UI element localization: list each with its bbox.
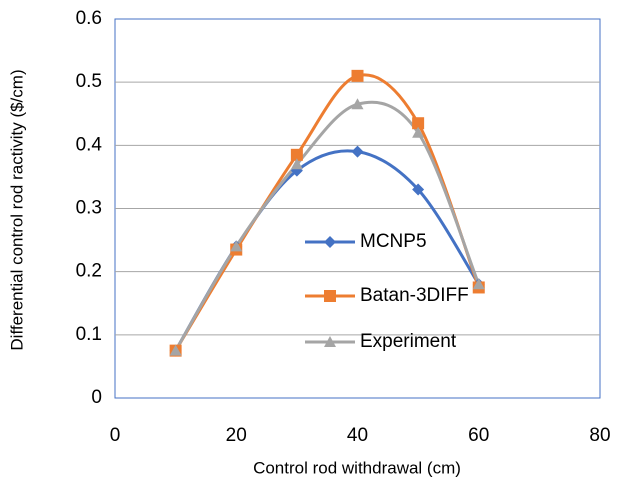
- legend-marker: [324, 336, 336, 347]
- marker: [290, 148, 303, 161]
- marker: [230, 240, 243, 252]
- marker: [169, 344, 182, 356]
- marker: [290, 158, 303, 170]
- y-tick-label: 0: [91, 387, 102, 408]
- y-tick-label: 0.3: [76, 198, 102, 219]
- x-tick-label: 20: [226, 425, 247, 446]
- x-tick-label: 0: [110, 425, 121, 446]
- y-tick-label: 0.1: [76, 324, 102, 345]
- x-tick-label: 80: [589, 425, 610, 446]
- series-line: [174, 73, 481, 352]
- legend-marker: [324, 236, 336, 248]
- marker: [412, 183, 425, 196]
- marker: [351, 98, 364, 110]
- marker: [351, 69, 364, 82]
- x-tick-label: 40: [347, 425, 368, 446]
- y-tick-label: 0.6: [76, 8, 102, 29]
- x-tick-label: 60: [468, 425, 489, 446]
- legend: MCNP5 Batan-3DIFF Experiment: [305, 231, 469, 352]
- legend-marker: [324, 290, 336, 302]
- legend-label: Batan-3DIFF: [360, 285, 469, 306]
- marker: [351, 145, 364, 158]
- y-tick-label: 0.2: [76, 261, 102, 282]
- legend-label: MCNP5: [360, 231, 427, 252]
- y-tick-label: 0.4: [76, 134, 103, 155]
- series-line: [174, 149, 481, 352]
- marker: [412, 117, 425, 130]
- legend-label: Experiment: [360, 331, 457, 352]
- marker: [412, 126, 425, 138]
- x-axis-title: Control rod withdrawal (cm): [253, 458, 461, 477]
- series-line: [174, 100, 481, 352]
- y-tick-label: 0.5: [76, 71, 102, 92]
- marker: [472, 278, 485, 290]
- y-axis-title: Differential control rod ractivity ($/cm…: [7, 69, 26, 350]
